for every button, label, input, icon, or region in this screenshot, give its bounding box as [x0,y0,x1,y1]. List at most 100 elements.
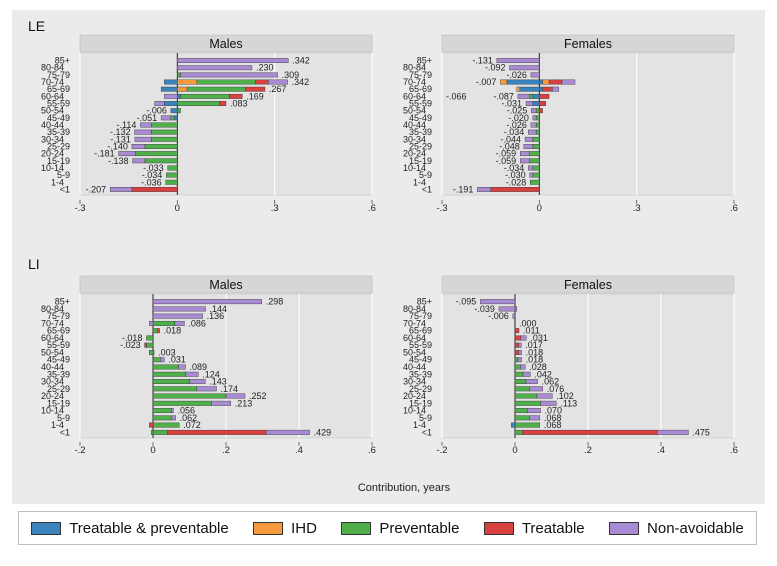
age-label: 5-9 [57,413,70,423]
bar-segment-non-avoidable [180,72,278,78]
age-label: 80-84 [403,63,426,73]
age-label: 30-34 [41,377,64,387]
value-label: -.140 [107,141,128,151]
bar-segment-non-avoidable [498,306,516,312]
age-label: 15-19 [47,398,70,408]
age-label: 40-44 [41,120,64,130]
bar-segment-preventable [166,172,178,178]
age-label: 25-29 [409,384,432,394]
bar-segment-non-avoidable [525,379,538,384]
value-label: -.051 [137,113,158,123]
age-label: 35-39 [47,127,70,137]
bar-segment-non-avoidable [196,386,217,392]
value-label: .136 [207,311,225,321]
age-label: 45-49 [47,355,70,365]
age-label: 75-79 [47,311,70,321]
age-label: 40-44 [41,362,64,372]
bar-segment-non-avoidable [177,58,289,63]
bar-segment-ihd [516,86,521,92]
legend-label-non-avoidable: Non-avoidable [647,519,744,537]
x-tick-label: .4 [657,445,665,456]
value-label: -.059 [496,149,517,159]
bar-segment-non-avoidable [171,415,176,421]
age-label: 1-4 [51,177,64,187]
bar-segment-preventable [167,165,178,171]
legend-label-ihd: IHD [291,519,317,537]
x-tick-label: 0 [512,445,517,456]
bar-segment-non-avoidable [189,379,206,384]
value-label: -.039 [474,304,495,314]
value-label: -.034 [504,127,525,137]
bar-segment-preventable [514,422,541,428]
bar-segment-non-avoidable [140,122,152,128]
age-label: 35-39 [47,369,70,379]
bar-segment-non-avoidable [477,187,491,192]
age-label: <1 [60,184,70,194]
bar-segment-non-avoidable [519,158,530,164]
bar-segment-treatable [131,187,178,192]
age-label: 1-4 [413,177,426,187]
age-label: 40-44 [403,362,426,372]
age-label: 85+ [55,56,70,66]
legend-item-non-avoidable: Non-avoidable [609,520,744,537]
chart-panels: Males -.3 0 .3 .6 85+ .342 80-84 .230 75-79 .309 70… [41,34,738,456]
value-label: .031 [530,333,548,343]
age-label: 80-84 [41,304,64,314]
value-label: .070 [545,406,563,416]
age-label: <1 [422,184,432,194]
age-label: 5-9 [419,413,432,423]
bar-segment-non-avoidable [152,299,262,305]
age-label: 55-59 [409,340,432,350]
bar-segment-preventable [177,101,220,106]
bar-segment-treatable-preventable [164,79,178,85]
bar-segment-preventable [514,379,527,384]
bar-segment-preventable [196,79,256,85]
bar-segment-preventable [165,179,178,185]
age-label: 45-49 [409,113,432,123]
panel-header [441,275,735,294]
bar-segment-treatable [245,86,266,92]
value-label: .309 [282,70,300,80]
bar-segment-non-avoidable [522,371,531,377]
age-label: 20-24 [403,391,426,401]
bar-segment-preventable [186,86,246,92]
bar-segment-preventable [532,172,540,178]
bar-segment-treatable [514,350,519,355]
bar-segment-non-avoidable [519,151,530,157]
age-label: 70-74 [403,318,426,328]
bar-segment-non-avoidable [480,299,516,305]
x-tick-label: 0 [175,203,180,214]
value-label: -.114 [116,120,136,130]
value-label: -.018 [122,333,143,343]
bar-segment-non-avoidable [530,122,537,128]
bar-segment-non-avoidable [496,58,540,63]
age-label: 60-64 [403,91,426,101]
age-label: 80-84 [403,304,426,314]
bar-segment-treatable-preventable [539,86,543,92]
value-label: -.030 [505,170,526,180]
value-label: -.023 [120,340,141,350]
x-tick-label: .2 [584,445,592,456]
bar-segment-preventable [149,350,154,355]
bar-segment-non-avoidable [552,86,559,92]
bar-segment-non-avoidable [527,408,541,414]
bar-segment-preventable [180,93,230,99]
bar-segment-non-avoidable [134,136,152,142]
bar-segment-non-avoidable [532,115,537,121]
panel-header [441,34,735,53]
value-label: -.138 [108,156,129,166]
value-label: .213 [235,398,253,408]
x-tick-label: -.3 [436,203,447,214]
value-label: -.132 [110,127,131,137]
legend-swatch-treatable-preventable [31,521,62,535]
legend-swatch-preventable [341,521,372,535]
x-tick-label: -.2 [74,445,85,456]
bar-segment-preventable [514,386,530,392]
value-label: .086 [188,318,206,328]
value-label: -.059 [496,156,517,166]
bar-segment-non-avoidable [523,144,534,149]
bar-segment-non-avoidable [524,136,534,142]
section-label-le: LE [28,18,45,34]
bar-segment-treatable [219,101,227,106]
bar-segment-preventable [151,136,178,142]
